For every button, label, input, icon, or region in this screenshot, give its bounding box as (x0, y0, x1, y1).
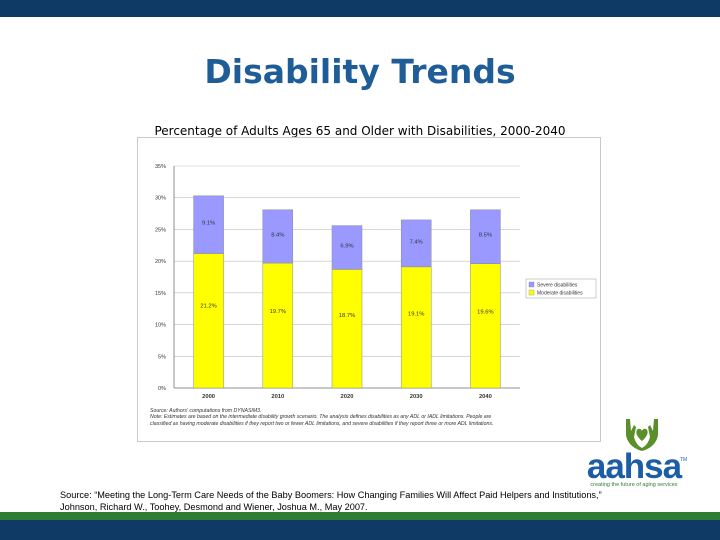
data-label-severe: 8.4% (271, 232, 284, 238)
bar-moderate (262, 262, 294, 389)
y-tick-label: 30% (155, 196, 166, 202)
bar-moderate (193, 253, 224, 389)
bar-moderate (470, 263, 501, 389)
legend-swatch-moderate (528, 289, 535, 296)
data-label-moderate: 21.2% (200, 303, 216, 309)
data-label-severe: 9.1% (202, 221, 215, 227)
y-tick-label: 10% (155, 323, 166, 329)
top-bar (0, 0, 720, 17)
hands-heart-icon (626, 419, 658, 451)
data-label-severe: 7.4% (410, 239, 423, 245)
x-tick-label: 2020 (341, 394, 354, 400)
logo-trademark: TM (680, 457, 688, 463)
bar-moderate (400, 266, 432, 389)
aahsa-logo: aahsa TM creating the future of aging se… (574, 415, 694, 490)
bottom-band-dark (0, 520, 720, 540)
y-tick-label: 35% (155, 164, 166, 170)
bar-severe (193, 195, 224, 254)
legend-label-severe: Severe disabilities (537, 283, 578, 289)
y-tick-label: 5% (158, 354, 166, 360)
y-tick-label: 20% (155, 259, 166, 265)
data-label-moderate: 19.6% (477, 309, 493, 315)
chart-plot: 0% 5% 10% 15% 20% 25% 30% 35% 21.2% 9.1% 2000 19.7%… (155, 164, 597, 400)
slide-title: Disability Trends (204, 52, 516, 91)
source-line-2: Johnson, Richard W., Toohey, Desmond and… (60, 502, 368, 512)
data-label-moderate: 19.7% (270, 309, 286, 315)
chart-note-line-1: Note: Estimates are based on the interme… (150, 414, 492, 421)
bar-severe (470, 209, 501, 264)
source-line-1: Source: “Meeting the Long-Term Care Need… (60, 490, 602, 500)
data-label-moderate: 19.1% (408, 311, 424, 317)
bar-moderate (331, 269, 363, 389)
data-label-severe: 6.9% (340, 244, 353, 250)
chart-note-source: Source: Authors' computations from DYNAS… (150, 408, 262, 414)
x-tick-label: 2000 (202, 394, 215, 400)
source-citation: Source: “Meeting the Long-Term Care Need… (60, 489, 680, 513)
bar-severe (262, 209, 294, 264)
x-tick-label: 2040 (479, 394, 492, 400)
legend-label-moderate: Moderate disabilities (537, 291, 583, 297)
chart-title: Percentage of Adults Ages 65 and Older w… (154, 124, 566, 138)
legend-box (525, 278, 597, 299)
chart-notes: Source: Authors' computations from DYNAS… (150, 408, 590, 427)
logo-wordmark: aahsa (586, 447, 682, 486)
y-tick-label: 15% (155, 291, 166, 297)
y-tick-label: 25% (155, 227, 166, 233)
chart-panel: 0% 5% 10% 15% 20% 25% 30% 35% 21.2% 9.1% 2000 19.7%… (137, 137, 601, 442)
data-label-severe: 8.5% (479, 233, 492, 239)
x-tick-label: 2010 (271, 394, 284, 400)
y-tick-label: 0% (158, 386, 166, 392)
legend-swatch-severe (528, 281, 535, 288)
x-tick-label: 2030 (410, 394, 423, 400)
bar-severe (400, 219, 432, 268)
bar-severe (331, 225, 363, 270)
logo-tagline: creating the future of aging services (590, 482, 678, 488)
chart-note-line-2: classified as having moderate disabiliti… (150, 420, 494, 427)
data-label-moderate: 18.7% (339, 313, 355, 319)
